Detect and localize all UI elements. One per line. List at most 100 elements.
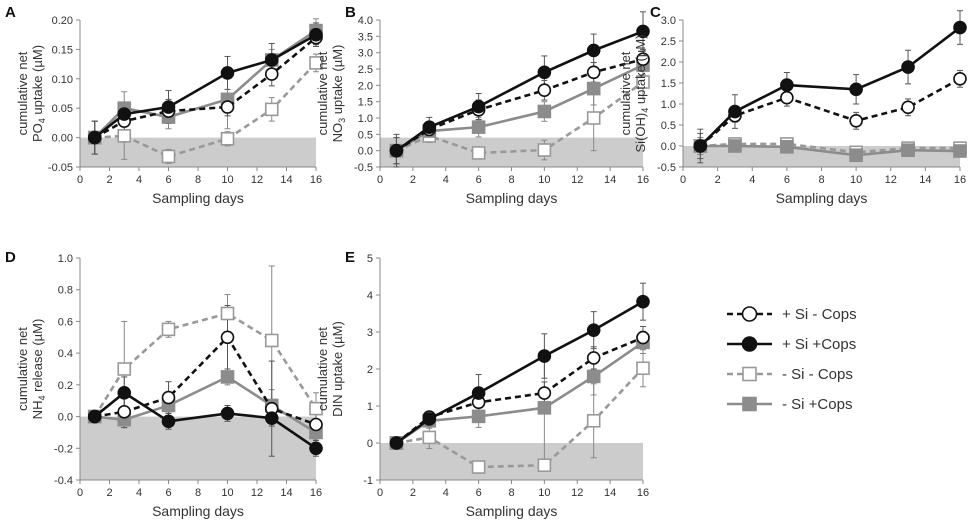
y-tick-label: 0.20 bbox=[52, 15, 73, 27]
data-point bbox=[264, 67, 279, 81]
y-label-text: Si(OH) bbox=[633, 113, 648, 153]
data-point bbox=[422, 430, 437, 445]
x-tick-label: 8 bbox=[195, 487, 201, 499]
y-axis-label-line2: NH4 release (µM) bbox=[30, 319, 47, 420]
data-point bbox=[636, 75, 650, 89]
data-point bbox=[309, 441, 323, 456]
series-3 bbox=[87, 306, 323, 424]
y-tick-label: -0.2 bbox=[54, 443, 73, 455]
legend-label: - Si - Cops bbox=[782, 366, 853, 383]
x-tick-label: 2 bbox=[410, 487, 416, 499]
y-label-text: NO bbox=[330, 123, 345, 143]
data-point bbox=[117, 405, 132, 419]
data-point bbox=[117, 362, 132, 376]
series-2 bbox=[693, 20, 967, 153]
data-point bbox=[264, 102, 279, 117]
x-tick-label: 10 bbox=[850, 174, 862, 186]
y-tick-label: 3.5 bbox=[358, 31, 373, 43]
y-axis-label-line2: DIN uptake (µM) bbox=[330, 321, 345, 417]
y-tick-label: 0.8 bbox=[58, 285, 73, 297]
x-tick-label: 12 bbox=[571, 174, 583, 186]
x-tick-label: 8 bbox=[195, 174, 201, 186]
y-axis-label-line2: Si(OH)4 uptake (µM) bbox=[633, 35, 650, 153]
x-tick-label: 4 bbox=[749, 174, 755, 186]
y-label-text: NH bbox=[30, 401, 45, 420]
negative-region-shade bbox=[80, 416, 316, 480]
series-line bbox=[700, 142, 960, 154]
y-axis-label-line1: cumulative net bbox=[15, 51, 30, 135]
data-point bbox=[537, 349, 552, 363]
y-tick-label: 0 bbox=[367, 438, 373, 450]
y-tick-label: 0.0 bbox=[58, 412, 73, 424]
data-point bbox=[220, 406, 235, 421]
data-point bbox=[537, 104, 552, 119]
y-tick-label: 3.0 bbox=[358, 48, 373, 60]
y-tick-label: 0.4 bbox=[58, 348, 73, 360]
panel-letter: A bbox=[5, 4, 16, 21]
x-tick-label: 0 bbox=[680, 174, 686, 186]
negative-region-shade bbox=[80, 137, 316, 167]
data-point bbox=[309, 27, 323, 42]
y-axis-label-line1: cumulative net bbox=[315, 51, 330, 135]
data-point bbox=[537, 65, 552, 80]
y-label-text: uptake (µM) bbox=[633, 35, 648, 108]
data-point bbox=[422, 412, 437, 426]
series-line bbox=[699, 26, 961, 147]
y-tick-label: 1 bbox=[367, 401, 373, 413]
y-tick-label: -0.4 bbox=[54, 475, 73, 487]
data-point bbox=[901, 60, 915, 74]
legend-label: - Si +Cops bbox=[782, 396, 852, 413]
y-tick-label: 3 bbox=[367, 327, 373, 339]
data-point bbox=[537, 83, 552, 98]
x-tick-label: 10 bbox=[221, 487, 233, 499]
x-tick-label: 10 bbox=[538, 487, 550, 499]
data-point bbox=[471, 146, 486, 160]
chart-panels: A0 2 4 6 8 10 12 14 16-0.050.000.050.100.150.20S… bbox=[5, 4, 967, 519]
x-tick-label: 14 bbox=[280, 174, 292, 186]
data-point bbox=[220, 131, 235, 146]
legend-label: + Si +Cops bbox=[782, 336, 856, 353]
series-2 bbox=[87, 27, 323, 145]
panel-letter: D bbox=[5, 249, 16, 266]
data-point bbox=[87, 409, 102, 424]
chart-panel-c: C 0 2 4 6 8 10 12 14 16 -0.5 0.0 0.5 1.0 1.5 2.0 2.5 3.0 S… bbox=[618, 4, 967, 206]
y-tick-label: 0.2 bbox=[58, 380, 73, 392]
data-point bbox=[422, 120, 437, 134]
x-tick-label: 12 bbox=[251, 487, 263, 499]
data-point bbox=[901, 100, 915, 115]
negative-region-shade bbox=[380, 443, 643, 480]
x-tick-label: 14 bbox=[604, 487, 616, 499]
data-point bbox=[586, 43, 601, 58]
series-line bbox=[93, 312, 318, 418]
legend-marker bbox=[742, 366, 757, 382]
x-tick-label: 12 bbox=[885, 174, 897, 186]
data-point bbox=[849, 82, 863, 97]
data-point bbox=[636, 361, 650, 376]
x-tick-label: 14 bbox=[604, 174, 616, 186]
data-point bbox=[309, 401, 323, 416]
x-tick-label: 0 bbox=[377, 174, 383, 186]
data-point bbox=[161, 322, 176, 337]
y-axis-label-line2: NO3 uptake (µM) bbox=[330, 45, 347, 143]
data-point bbox=[586, 351, 601, 365]
legend-item-2: + Si +Cops bbox=[727, 336, 856, 353]
data-point bbox=[220, 100, 235, 114]
legend-item-4: - Si +Cops bbox=[727, 396, 852, 413]
y-label-text: release (µM) bbox=[30, 319, 45, 396]
series-2 bbox=[389, 294, 650, 450]
y-tick-label: 1.5 bbox=[358, 97, 373, 109]
y-tick-label: 0.15 bbox=[52, 44, 73, 56]
y-tick-label: 0.6 bbox=[58, 316, 73, 328]
y-tick-label: 3.0 bbox=[661, 15, 676, 27]
data-point bbox=[953, 20, 967, 35]
x-tick-label: 10 bbox=[221, 174, 233, 186]
x-tick-label: 8 bbox=[508, 174, 514, 186]
y-tick-label: 2.0 bbox=[358, 80, 373, 92]
y-axis-label-line1: cumulative net bbox=[315, 327, 330, 411]
y-tick-label: 5 bbox=[367, 253, 373, 265]
data-point bbox=[537, 458, 552, 473]
x-axis-label: Sampling days bbox=[466, 503, 558, 519]
legend-item-1: + Si - Cops bbox=[727, 306, 857, 323]
x-axis-label: Sampling days bbox=[466, 190, 558, 206]
